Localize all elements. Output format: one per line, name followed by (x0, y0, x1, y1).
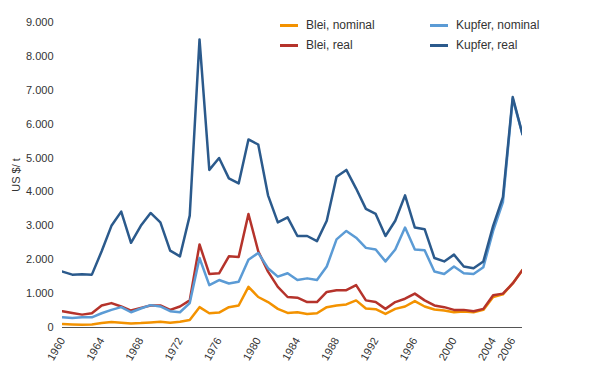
svg-text:9.000: 9.000 (26, 16, 54, 28)
svg-text:6.000: 6.000 (26, 118, 54, 130)
svg-text:1980: 1980 (240, 335, 263, 362)
svg-text:4.000: 4.000 (26, 185, 54, 197)
svg-text:1992: 1992 (358, 335, 381, 362)
html-text:Kupfer, real: Kupfer, real (456, 38, 518, 52)
svg-text:0: 0 (47, 321, 53, 333)
svg-text:3.000: 3.000 (26, 219, 54, 231)
svg-text:2.000: 2.000 (26, 253, 54, 265)
svg-text:1976: 1976 (201, 335, 224, 362)
html-text:Blei, nominal: Blei, nominal (306, 18, 375, 32)
svg-text:1984: 1984 (280, 335, 303, 362)
svg-text:2004: 2004 (475, 335, 498, 362)
svg-text:1968: 1968 (123, 335, 146, 362)
svg-text:8.000: 8.000 (26, 50, 54, 62)
svg-text:1960: 1960 (45, 335, 68, 362)
svg-text:US $/ t: US $/ t (10, 158, 22, 192)
html-text:Blei, real: Blei, real (306, 38, 353, 52)
svg-text:1988: 1988 (319, 335, 342, 362)
svg-text:2000: 2000 (436, 335, 459, 362)
svg-text:1964: 1964 (84, 335, 107, 362)
svg-text:2006: 2006 (495, 335, 518, 362)
svg-text:1996: 1996 (397, 335, 420, 362)
svg-text:1972: 1972 (162, 335, 185, 362)
svg-text:5.000: 5.000 (26, 152, 54, 164)
svg-text:7.000: 7.000 (26, 84, 54, 96)
html-text:Kupfer, nominal: Kupfer, nominal (456, 18, 540, 32)
svg-text:1.000: 1.000 (26, 287, 54, 299)
